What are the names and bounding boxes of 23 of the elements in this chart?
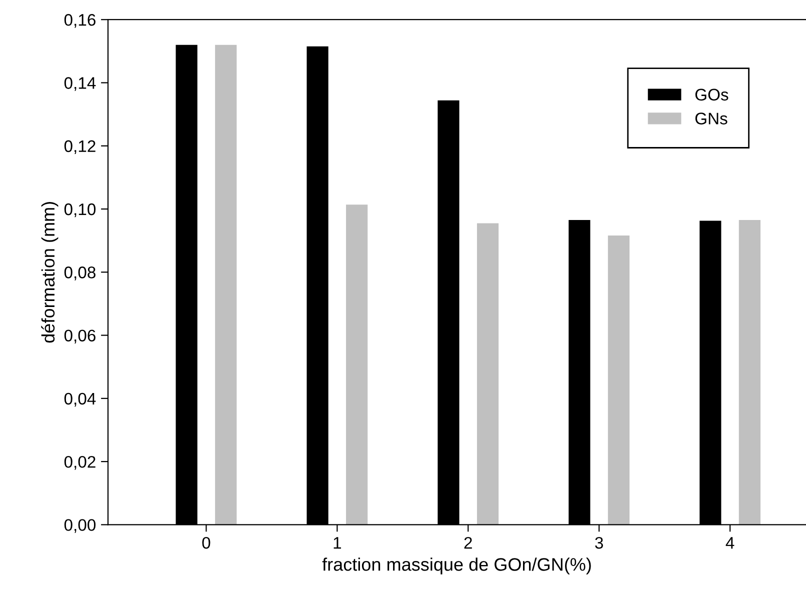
y-tick-label: 0,14 bbox=[64, 77, 96, 91]
y-tick-label: 0,16 bbox=[64, 14, 96, 28]
x-tick-label: 4 bbox=[726, 537, 734, 549]
x-tick-label: 1 bbox=[334, 537, 341, 549]
bar bbox=[215, 44, 237, 525]
x-tick-label: 3 bbox=[595, 536, 603, 549]
legend-label: GOs bbox=[695, 88, 728, 101]
legend-label: GNs bbox=[695, 112, 728, 124]
y-tick-label: 0,12 bbox=[64, 140, 96, 154]
y-tick-label: 0,06 bbox=[64, 330, 96, 344]
bar bbox=[476, 223, 499, 525]
y-axis-title: déformation (mm) bbox=[41, 202, 58, 343]
x-tick-label: 2 bbox=[464, 536, 472, 549]
bar bbox=[738, 220, 760, 525]
x-tick-label: 0 bbox=[202, 536, 210, 549]
bar bbox=[346, 204, 368, 525]
bar bbox=[608, 236, 630, 525]
x-axis-title: fraction massique de GOn/GN(%) bbox=[322, 558, 591, 574]
y-tick-label: 0,10 bbox=[64, 203, 96, 218]
y-tick-label: 0,00 bbox=[64, 519, 96, 533]
y-tick-label: 0,08 bbox=[64, 266, 96, 280]
y-tick-label: 0,04 bbox=[64, 392, 96, 407]
y-tick-label: 0,02 bbox=[64, 456, 96, 470]
